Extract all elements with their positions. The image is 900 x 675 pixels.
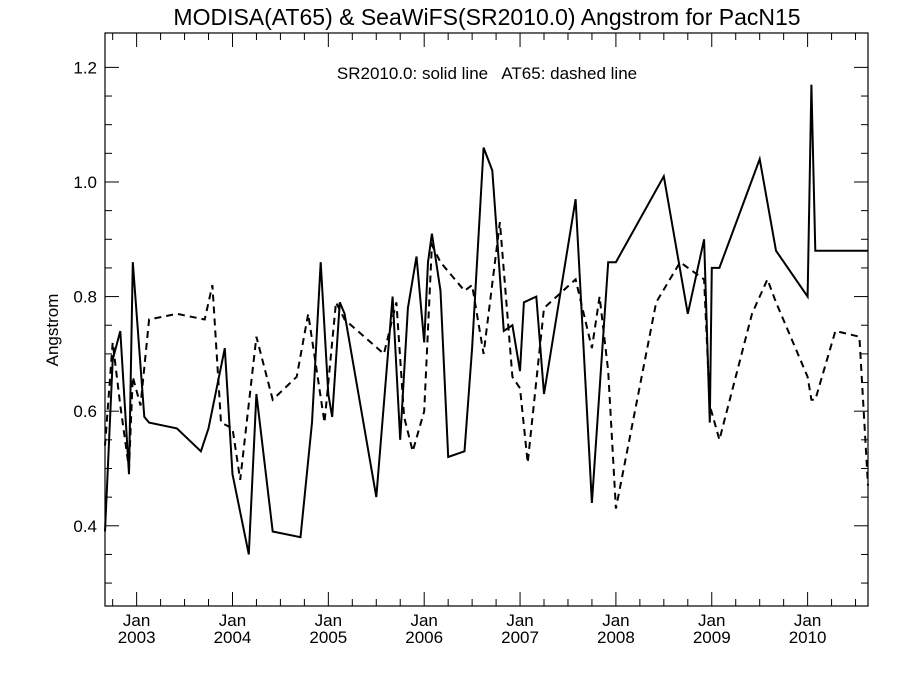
plot-frame — [104, 32, 869, 607]
x-tick-label-year: 2004 — [214, 628, 252, 647]
x-tick-label-month: Jan — [410, 611, 437, 630]
y-tick-label: 1.2 — [73, 58, 97, 77]
y-tick-label: 1.0 — [73, 173, 97, 192]
y-tick-label: 0.6 — [73, 402, 97, 421]
y-tick-label: 0.4 — [73, 517, 97, 536]
x-tick-label-year: 2003 — [118, 628, 156, 647]
y-axis-label: Angstrom — [43, 294, 62, 367]
x-tick-label-year: 2007 — [501, 628, 539, 647]
y-axis: 0.4 0.6 0.8 1.0 1.2 — [73, 58, 868, 584]
x-tick-label-month: Jan — [506, 611, 533, 630]
x-tick-label-year: 2009 — [693, 628, 731, 647]
x-tick-label-month: Jan — [123, 611, 150, 630]
x-tick-label-month: Jan — [315, 611, 342, 630]
chart-title: MODISA(AT65) & SeaWiFS(SR2010.0) Angstro… — [173, 4, 800, 30]
legend-annotation: SR2010.0: solid line AT65: dashed line — [337, 64, 637, 83]
x-axis: Jan2003Jan2004Jan2005Jan2006Jan2007Jan20… — [112, 33, 857, 647]
y-tick-label: 0.8 — [73, 288, 97, 307]
x-tick-label-month: Jan — [219, 611, 246, 630]
series-line-sr2010-0 — [104, 84, 868, 555]
series-layer — [104, 84, 869, 555]
x-tick-label-year: 2010 — [789, 628, 827, 647]
x-tick-label-month: Jan — [602, 611, 629, 630]
x-tick-label-year: 2006 — [405, 628, 443, 647]
x-tick-label-month: Jan — [698, 611, 725, 630]
x-tick-label-month: Jan — [794, 611, 821, 630]
x-tick-label-year: 2008 — [597, 628, 635, 647]
series-line-at65 — [104, 221, 869, 509]
x-tick-label-year: 2005 — [309, 628, 347, 647]
